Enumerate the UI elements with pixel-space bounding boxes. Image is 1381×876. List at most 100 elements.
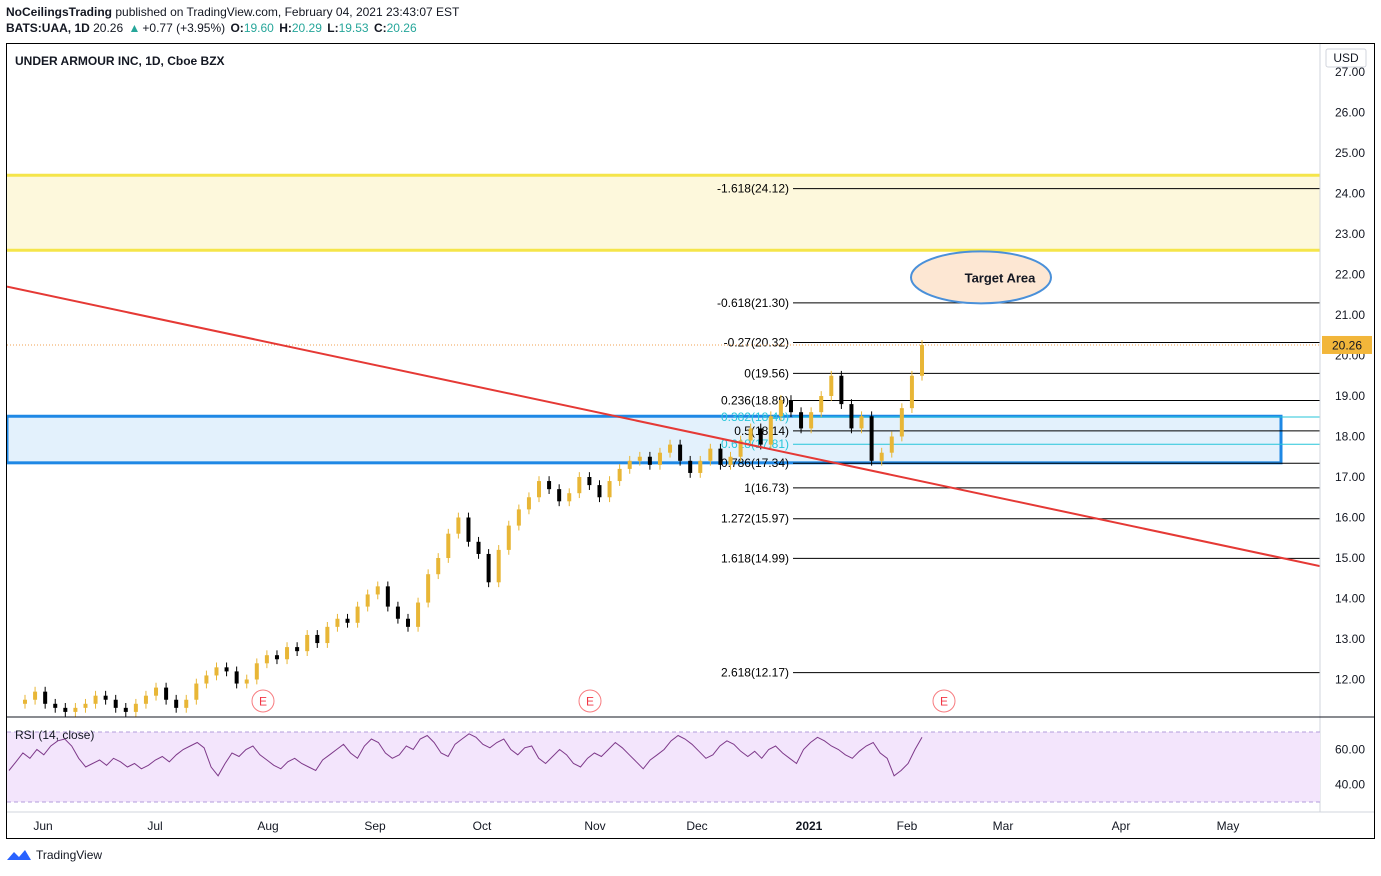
candle-body[interactable]	[668, 444, 673, 453]
candle-body[interactable]	[194, 683, 199, 700]
candle-body[interactable]	[577, 477, 582, 494]
candle-body[interactable]	[476, 541, 481, 554]
author-name[interactable]: NoCeilingsTrading	[6, 5, 113, 19]
candle-body[interactable]	[486, 553, 491, 583]
candle-body[interactable]	[869, 416, 874, 461]
candle-body[interactable]	[164, 687, 169, 700]
rsi-line[interactable]	[8, 733, 923, 777]
candle-body[interactable]	[123, 707, 128, 712]
footer-brand[interactable]: TradingView	[6, 848, 102, 862]
candle-body[interactable]	[345, 618, 350, 623]
candle-body[interactable]	[365, 594, 370, 607]
candle-body[interactable]	[53, 703, 58, 708]
candle-body[interactable]	[920, 344, 924, 376]
candle-body[interactable]	[446, 533, 451, 558]
candle-body[interactable]	[204, 675, 209, 684]
candle-body[interactable]	[93, 695, 98, 704]
candle-body[interactable]	[627, 460, 632, 469]
candle-body[interactable]	[133, 703, 138, 712]
candle-body[interactable]	[496, 549, 501, 583]
support-zone-box[interactable]	[7, 414, 1283, 465]
candle-body[interactable]	[436, 558, 441, 575]
candle-body[interactable]	[405, 618, 410, 627]
candle-body[interactable]	[143, 695, 148, 704]
target-area-ellipse[interactable]	[910, 250, 1052, 305]
candle-body[interactable]	[426, 574, 431, 603]
candle-body[interactable]	[728, 456, 733, 465]
candle-body[interactable]	[547, 481, 552, 490]
candle-body[interactable]	[335, 618, 340, 627]
candle-body[interactable]	[748, 428, 753, 441]
downtrend-line[interactable]	[7, 285, 1320, 568]
candle-body[interactable]	[788, 400, 793, 413]
candle-body[interactable]	[758, 428, 763, 445]
candle-body[interactable]	[154, 687, 159, 696]
candle-body[interactable]	[839, 375, 844, 405]
candle-body[interactable]	[597, 485, 602, 498]
candle-body[interactable]	[567, 493, 572, 502]
candle-body[interactable]	[809, 412, 814, 429]
candle-body[interactable]	[537, 481, 542, 498]
candle-body[interactable]	[113, 699, 118, 708]
candle-body[interactable]	[889, 436, 894, 453]
earnings-marker[interactable]: E	[251, 689, 275, 713]
candle-body[interactable]	[738, 440, 743, 457]
candle-body[interactable]	[375, 586, 380, 595]
candle-body[interactable]	[244, 679, 249, 684]
candle-body[interactable]	[637, 456, 642, 461]
candle-body[interactable]	[73, 707, 78, 712]
candle-body[interactable]	[708, 448, 713, 461]
candle-body[interactable]	[416, 602, 421, 627]
candle-body[interactable]	[768, 416, 773, 445]
candle-body[interactable]	[506, 525, 511, 550]
candle-body[interactable]	[698, 460, 703, 473]
candle-body[interactable]	[718, 448, 723, 465]
candle-body[interactable]	[557, 489, 562, 502]
candle-body[interactable]	[23, 699, 27, 704]
candle-body[interactable]	[899, 408, 904, 437]
currency-button[interactable]: USD	[1325, 48, 1367, 68]
candle-body[interactable]	[607, 481, 612, 498]
candle-body[interactable]	[799, 412, 804, 429]
candle-body[interactable]	[274, 655, 279, 660]
candle-body[interactable]	[678, 444, 683, 461]
candle-body[interactable]	[385, 586, 390, 607]
candle-body[interactable]	[33, 691, 38, 700]
candle-body[interactable]	[688, 460, 693, 473]
candle-body[interactable]	[224, 667, 229, 672]
candle-body[interactable]	[516, 509, 521, 526]
candle-body[interactable]	[254, 663, 259, 680]
candle-body[interactable]	[778, 400, 783, 417]
candle-body[interactable]	[849, 404, 854, 429]
candle-body[interactable]	[295, 647, 300, 652]
candle-body[interactable]	[395, 606, 400, 619]
candle-body[interactable]	[526, 497, 531, 510]
candle-body[interactable]	[305, 634, 310, 652]
candle-body[interactable]	[647, 456, 652, 465]
candle-body[interactable]	[859, 416, 864, 429]
candle-body[interactable]	[43, 691, 48, 704]
candle-body[interactable]	[325, 626, 330, 644]
candle-body[interactable]	[174, 699, 179, 708]
candle-body[interactable]	[829, 375, 834, 396]
candle-body[interactable]	[184, 699, 189, 708]
candle-body[interactable]	[83, 703, 88, 708]
candle-body[interactable]	[879, 452, 884, 461]
candle-body[interactable]	[315, 634, 320, 644]
candle-body[interactable]	[214, 667, 219, 676]
candle-body[interactable]	[234, 671, 239, 684]
candle-body[interactable]	[456, 517, 461, 534]
candle-body[interactable]	[103, 695, 108, 700]
earnings-marker[interactable]: E	[932, 689, 956, 713]
candle-body[interactable]	[657, 452, 662, 465]
candle-body[interactable]	[909, 375, 914, 409]
candle-body[interactable]	[355, 606, 360, 623]
candle-body[interactable]	[819, 396, 824, 413]
candle-body[interactable]	[63, 707, 68, 712]
candle-body[interactable]	[285, 647, 290, 660]
candle-body[interactable]	[617, 468, 622, 482]
candle-body[interactable]	[587, 477, 592, 486]
candle-body[interactable]	[264, 655, 269, 664]
earnings-marker[interactable]: E	[578, 689, 602, 713]
